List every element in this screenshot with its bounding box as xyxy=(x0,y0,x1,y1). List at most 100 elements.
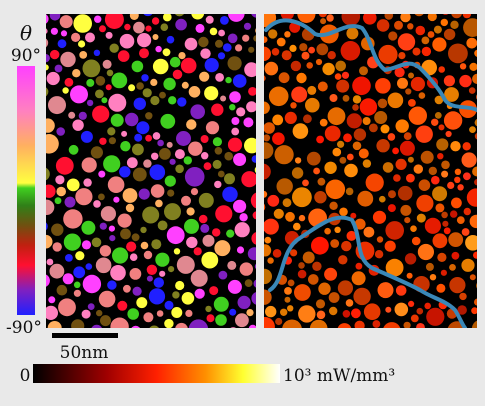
particle xyxy=(90,146,103,159)
particle xyxy=(126,157,138,169)
particle xyxy=(59,15,73,29)
particle xyxy=(132,143,144,156)
particle xyxy=(451,197,462,209)
particle xyxy=(359,98,378,116)
particle xyxy=(250,192,256,209)
particle xyxy=(194,288,205,299)
particle xyxy=(46,28,48,34)
particle xyxy=(346,230,357,241)
particle xyxy=(46,134,59,154)
particle xyxy=(254,166,256,174)
particle xyxy=(276,178,293,195)
particle xyxy=(56,186,66,197)
particle xyxy=(223,43,232,52)
particle xyxy=(73,14,92,33)
particle xyxy=(476,94,477,100)
particle xyxy=(243,117,254,128)
particle xyxy=(233,153,247,166)
particle xyxy=(132,286,142,296)
particle xyxy=(205,15,214,24)
particle xyxy=(49,14,61,21)
particle xyxy=(218,270,228,280)
particle xyxy=(264,289,272,305)
particle xyxy=(164,300,174,310)
particle xyxy=(257,270,264,277)
particle xyxy=(384,14,394,20)
particle xyxy=(46,305,58,320)
particle xyxy=(149,164,166,180)
particle xyxy=(264,190,268,198)
particle xyxy=(78,111,87,120)
particle xyxy=(81,309,91,319)
particle xyxy=(410,225,417,232)
particle xyxy=(252,211,256,220)
particle xyxy=(128,84,136,92)
particle xyxy=(56,127,65,136)
particle xyxy=(340,41,361,61)
particle xyxy=(474,49,477,57)
intensity-min-label: 0 xyxy=(20,366,31,386)
particle xyxy=(315,299,326,309)
particle xyxy=(52,242,62,252)
particle xyxy=(99,25,106,33)
particle xyxy=(47,321,62,328)
particle xyxy=(318,14,328,18)
particle xyxy=(91,237,102,248)
particle xyxy=(248,46,255,53)
particle xyxy=(290,102,297,109)
particle xyxy=(129,253,138,261)
particle xyxy=(138,188,150,200)
particle xyxy=(407,156,414,163)
particle xyxy=(421,46,432,57)
particle xyxy=(363,226,375,238)
particle xyxy=(229,104,236,111)
particle xyxy=(132,167,147,182)
particle xyxy=(136,297,148,309)
particle xyxy=(174,149,185,160)
particle xyxy=(49,263,65,279)
particle xyxy=(215,205,233,223)
particle xyxy=(408,106,427,125)
particle xyxy=(278,72,290,84)
particle xyxy=(119,33,135,49)
particle xyxy=(287,305,294,312)
particle xyxy=(378,44,398,65)
particle xyxy=(418,179,431,191)
particle xyxy=(436,283,446,293)
particle xyxy=(327,51,336,60)
particle xyxy=(448,232,464,248)
particle xyxy=(202,234,215,247)
particle xyxy=(176,131,191,146)
particle xyxy=(225,76,232,84)
particle xyxy=(112,247,129,264)
particle xyxy=(427,31,435,38)
particle xyxy=(298,305,316,323)
particle xyxy=(214,328,221,335)
particle xyxy=(454,176,461,183)
particle xyxy=(324,125,341,142)
particle xyxy=(363,303,381,321)
particle xyxy=(352,76,371,96)
particle xyxy=(231,127,240,136)
particle xyxy=(466,188,477,207)
particle xyxy=(387,92,404,109)
particle xyxy=(305,97,320,113)
particle xyxy=(251,155,256,163)
particle xyxy=(345,299,354,307)
boundary-line xyxy=(268,215,467,328)
particle xyxy=(134,133,143,142)
particle xyxy=(119,166,131,178)
particle xyxy=(243,22,252,30)
particle xyxy=(443,28,456,41)
particle xyxy=(264,122,275,134)
particle xyxy=(79,51,88,59)
particle xyxy=(324,227,331,235)
particle xyxy=(214,180,222,189)
particle xyxy=(164,318,174,328)
particle xyxy=(232,74,247,88)
particle xyxy=(394,302,409,317)
particle xyxy=(78,40,86,48)
particle xyxy=(143,14,153,17)
particle xyxy=(411,236,421,246)
